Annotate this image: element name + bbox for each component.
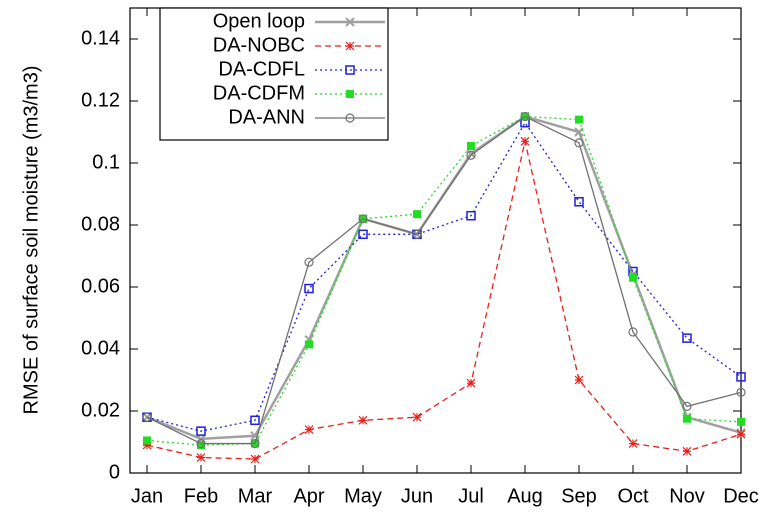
marker: [197, 441, 205, 450]
marker: [345, 113, 355, 123]
marker: [196, 438, 206, 449]
series: [142, 117, 746, 436]
marker: [466, 150, 476, 160]
marker: [628, 327, 638, 337]
marker: [346, 90, 354, 98]
x-tick-label: Aug: [507, 485, 543, 507]
marker: [466, 378, 476, 388]
x-tick-label: Jan: [131, 485, 163, 507]
marker: [737, 417, 745, 426]
legend-label: DA-CDFL: [218, 58, 305, 80]
marker: [250, 438, 260, 449]
marker: [412, 229, 422, 239]
marker: [467, 141, 475, 150]
legend-label: DA-ANN: [228, 106, 305, 128]
marker: [250, 415, 260, 426]
plot-frame: [129, 7, 742, 474]
x-tick-label: May: [344, 485, 382, 507]
marker: [345, 17, 355, 27]
marker: [304, 257, 314, 267]
series-line: [146, 115, 742, 441]
series-line: [146, 121, 742, 432]
marker: [305, 340, 313, 349]
marker: [520, 136, 530, 146]
series: [143, 112, 745, 450]
y-tick-label: 0.1: [92, 151, 120, 173]
marker: [574, 375, 584, 385]
series: [142, 111, 746, 444]
marker: [575, 115, 583, 124]
y-tick-label: 0.14: [81, 27, 120, 49]
legend-label: Open loop: [213, 10, 305, 32]
marker: [345, 65, 355, 75]
y-axis-label: RMSE of surface soil moisture (m3/m3): [20, 66, 42, 415]
series: [142, 111, 746, 449]
marker: [304, 425, 314, 435]
marker: [466, 148, 476, 159]
marker: [683, 414, 691, 423]
marker: [196, 453, 206, 462]
x-tick-label: Sep: [561, 485, 597, 507]
y-tick-label: 0.06: [81, 275, 120, 297]
marker: [682, 333, 692, 343]
series-line: [146, 115, 742, 445]
marker: [736, 387, 746, 397]
marker: [358, 415, 368, 425]
marker: [142, 440, 152, 450]
series: [142, 136, 746, 464]
y-tick-label: 0.04: [81, 337, 120, 359]
marker: [682, 446, 692, 456]
series-line: [146, 141, 742, 460]
marker: [574, 197, 584, 207]
marker: [466, 210, 476, 221]
marker: [628, 439, 638, 448]
marker: [574, 127, 584, 137]
x-tick-label: Jul: [458, 485, 484, 507]
marker: [304, 283, 314, 294]
legend-label: DA-NOBC: [213, 34, 305, 56]
legend-label: DA-CDFM: [213, 82, 305, 104]
marker: [196, 426, 206, 436]
marker: [250, 454, 260, 464]
x-tick-label: Dec: [723, 485, 759, 507]
marker: [736, 429, 746, 439]
x-tick-label: Nov: [669, 485, 705, 507]
x-tick-label: Mar: [238, 485, 273, 507]
marker: [143, 436, 151, 445]
marker: [629, 273, 637, 282]
x-tick-label: Feb: [184, 485, 218, 507]
marker: [574, 138, 584, 148]
y-tick-label: 0.12: [81, 89, 120, 111]
y-tick-label: 0.02: [81, 399, 120, 421]
marker: [142, 412, 152, 422]
marker: [358, 229, 368, 240]
marker: [358, 214, 368, 224]
marker: [412, 412, 422, 422]
marker: [682, 401, 692, 411]
y-tick-label: 0.08: [81, 213, 120, 235]
x-tick-label: Apr: [293, 485, 324, 507]
x-tick-label: Jun: [401, 485, 433, 507]
marker: [520, 111, 530, 122]
x-tick-label: Oct: [617, 485, 649, 507]
series-line: [146, 115, 742, 446]
marker: [413, 210, 421, 219]
marker: [736, 372, 746, 382]
marker: [345, 41, 355, 51]
y-tick-label: 0: [109, 461, 120, 483]
